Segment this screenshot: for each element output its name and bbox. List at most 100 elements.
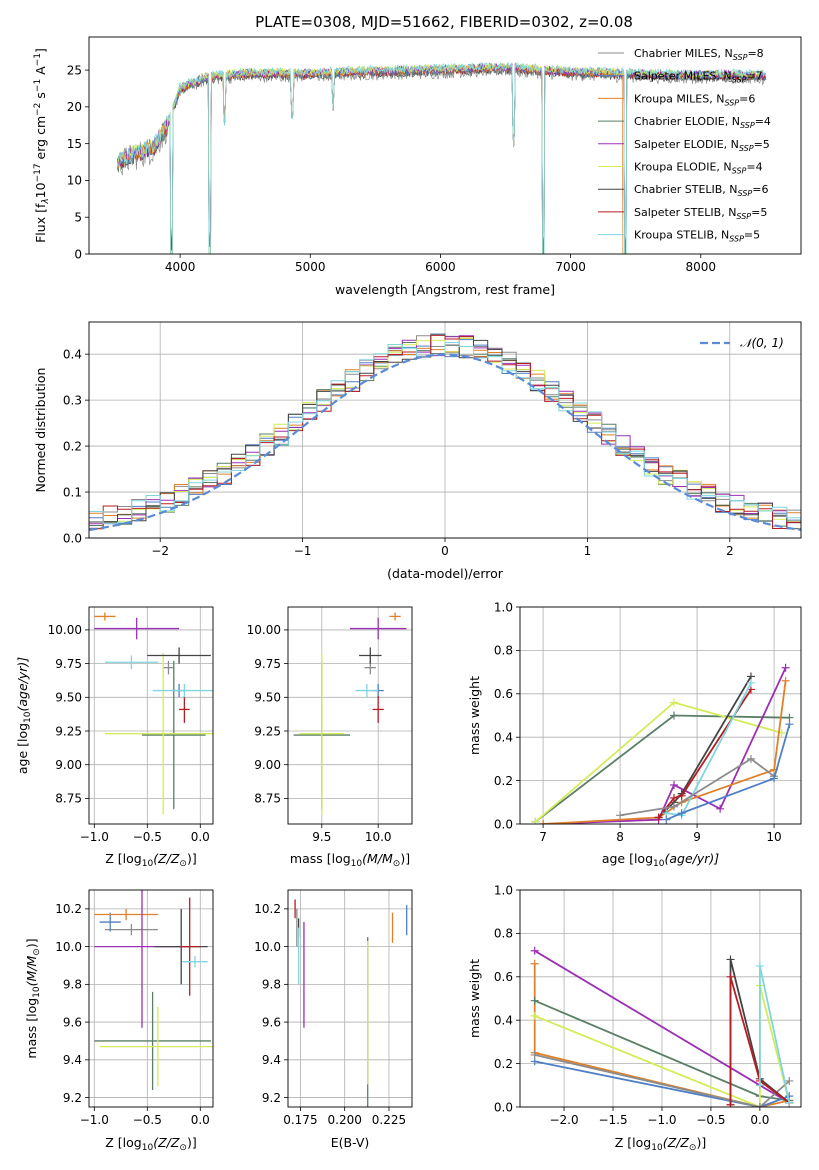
x-tick-label: 7000: [555, 260, 586, 274]
weight-series-salpeter-elodie: [539, 663, 790, 824]
errorbar-kroupa-elodie: [299, 652, 345, 815]
x-tick-label: 0: [441, 544, 449, 558]
errorbar-kroupa-stelib: [104, 655, 158, 669]
axes-frame: −1.0 −0.5 0.0 8.75 9.00 9.25 9.50 9.75 10.00 Z [l…: [15, 606, 214, 869]
age-vs-metallicity-panel: −1.0 −0.5 0.0 8.75 9.00 9.25 9.50 9.75 10.00 Z [l…: [15, 606, 214, 869]
y-tick-label: 0.1: [63, 485, 82, 499]
y-tick-label: 10.0: [55, 940, 82, 954]
y-tick-label: 9.00: [254, 758, 281, 772]
x-tick-label: −1: [294, 544, 312, 558]
plot-area: [531, 663, 794, 824]
weight-line: [729, 976, 790, 1105]
weight-line: [533, 963, 790, 1107]
x-tick-label: 6000: [425, 260, 456, 274]
y-tick-label: 9.2: [262, 1091, 281, 1105]
x-tick-label: −0.5: [133, 1113, 162, 1127]
y-tick-label: 9.8: [262, 978, 281, 992]
weight-marker: [755, 961, 764, 970]
x-tick-label: 0.225: [372, 1113, 406, 1127]
legend-entry: 𝒩(0, 1): [740, 336, 784, 350]
weight-marker: [677, 791, 686, 800]
x-tick-label: −1.0: [80, 830, 109, 844]
y-tick-label: 10.2: [55, 902, 82, 916]
x-tick-label: 0.175: [283, 1113, 317, 1127]
x-tick-label: 10: [766, 830, 781, 844]
x-tick-label: 0.200: [328, 1113, 362, 1127]
x-tick-label: −2: [151, 544, 169, 558]
x-tick-label: −1.5: [598, 1113, 627, 1127]
y-tick-label: 9.4: [262, 1053, 281, 1067]
y-tick-label: 8.75: [55, 792, 82, 806]
errorbar-kroupa-elodie: [99, 1006, 213, 1087]
axes-border: [287, 889, 413, 1108]
x-tick-label: 4000: [165, 260, 196, 274]
x-tick-label: 1: [584, 544, 592, 558]
y-tick-label: 0.4: [63, 347, 82, 361]
x-tick-label: 9: [693, 830, 701, 844]
axes-border: [519, 889, 802, 1108]
errorbar-salpeter-elodie: [94, 617, 180, 640]
plot-area: [117, 61, 767, 254]
weight-marker: [770, 774, 779, 783]
x-axis-label: age [log10(age/yr)]: [602, 851, 719, 869]
axes-border: [88, 606, 214, 825]
legend-entry: Kroupa ELODIE, NSSP=4: [634, 161, 763, 176]
axes-border: [519, 606, 802, 825]
y-tick-label: 0.0: [494, 817, 513, 831]
y-tick-label: 9.2: [63, 1091, 82, 1105]
y-tick-label: 10.2: [254, 902, 281, 916]
y-tick-label: 0.4: [494, 1014, 513, 1028]
weight-marker: [781, 676, 790, 685]
y-tick-label: 8.75: [254, 792, 281, 806]
weight-marker: [531, 817, 540, 824]
errorbar-chabrier-stelib: [147, 647, 211, 664]
spectrum-line-kroupa-stelib: [117, 61, 767, 254]
x-tick-label: −2.0: [549, 1113, 578, 1127]
y-tick-label: 0: [74, 247, 82, 261]
x-axis-label: Z [log10(Z/Z⊙)]: [105, 851, 196, 869]
y-tick-label: 15: [67, 137, 82, 151]
errorbar-chabrier-miles: [104, 923, 158, 936]
axes-border: [88, 321, 802, 539]
errorbar-kroupa-stelib: [355, 683, 379, 698]
legend-entry: Kroupa STELIB, NSSP=5: [634, 229, 760, 244]
x-tick-label: 8: [616, 830, 624, 844]
weight-series-salpeter-miles: [662, 720, 794, 824]
normal-reference-curve: [89, 353, 801, 531]
y-tick-label: 10.00: [247, 623, 281, 637]
x-axis-label: Z [log10(Z/Z⊙)]: [615, 1135, 706, 1153]
legend-entry: Salpeter MILES, NSSP=7: [634, 70, 763, 85]
axes-frame: −2 −1 0 1 2 0.0 0.1 0.2 0.3 0.4 (data-model)/error…: [33, 321, 802, 581]
weight-series-kroupa-stelib: [755, 961, 794, 1107]
weight-marker: [662, 815, 671, 824]
weight-marker: [530, 1050, 539, 1059]
y-tick-label: 0.8: [494, 927, 513, 941]
errorbar-kroupa-stelib: [182, 956, 208, 968]
spectrum-panel: 4000 5000 6000 7000 8000 0 5 10 15 20 25 wavelength…: [33, 36, 802, 297]
weight-line: [657, 675, 752, 819]
age-vs-mass-panel: 9.5 10.0 8.75 9.00 9.25 9.50 9.75 10.00 mass [lo…: [247, 606, 413, 869]
y-tick-label: 10.0: [254, 940, 281, 954]
x-tick-label: 5000: [295, 260, 326, 274]
y-tick-label: 9.4: [63, 1053, 82, 1067]
axes-frame: −2.0 −1.5 −1.0 −0.5 0.0 0.0 0.2 0.4 0.6 0.8 1.0 Z […: [467, 883, 802, 1153]
y-tick-label: 0.3: [63, 393, 82, 407]
legend-entry: Salpeter ELODIE, NSSP=5: [634, 138, 770, 153]
axes-frame: 9.5 10.0 8.75 9.00 9.25 9.50 9.75 10.00 mass [lo…: [247, 606, 413, 869]
axes-frame: −1.0 −0.5 0.0 9.2 9.4 9.6 9.8 10.0 10.2 Z [log10(…: [24, 889, 214, 1153]
y-tick-label: 9.6: [262, 1015, 281, 1029]
y-tick-label: 9.50: [55, 691, 82, 705]
y-axis-label: mass weight: [467, 959, 482, 1038]
y-tick-label: 9.75: [55, 657, 82, 671]
y-axis-label: age [log10(age/yr)]: [15, 657, 33, 774]
weight-marker: [677, 809, 686, 818]
axes-frame: 7 8 9 10 0.0 0.2 0.4 0.6 0.8 1.0 age [log10(age/yr…: [467, 600, 802, 869]
mass-weight-vs-age-panel: 7 8 9 10 0.0 0.2 0.4 0.6 0.8 1.0 age [log10(age/yr…: [467, 600, 802, 869]
legend-entry: Chabrier MILES, NSSP=8: [634, 47, 764, 62]
x-axis-label: mass [log10(M/M⊙)]: [290, 851, 410, 869]
weight-marker: [669, 793, 678, 802]
y-tick-label: 0.2: [494, 774, 513, 788]
errorbar-chabrier-stelib: [359, 647, 382, 664]
weight-marker: [746, 754, 755, 763]
